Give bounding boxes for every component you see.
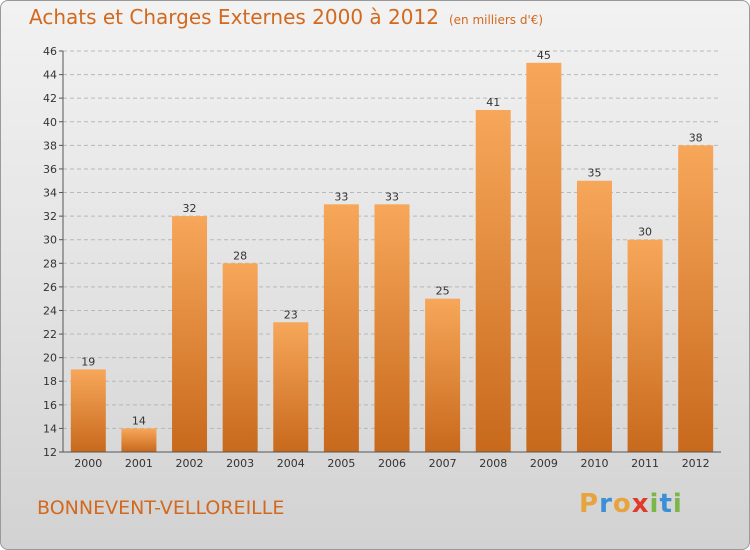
y-tick-label: 18 (43, 375, 57, 388)
value-label-2005: 33 (334, 190, 348, 203)
value-label-2012: 38 (689, 131, 703, 144)
y-tick-label: 40 (43, 116, 57, 129)
bar-2003 (222, 263, 258, 452)
x-tick-label-2011: 2011 (631, 457, 659, 470)
y-tick-label: 20 (43, 352, 57, 365)
value-label-2006: 33 (385, 190, 399, 203)
bar-2001 (121, 428, 157, 452)
x-tick-label-2008: 2008 (479, 457, 507, 470)
bar-2011 (627, 239, 663, 452)
logo-letter: i (649, 489, 660, 519)
y-tick-label: 46 (43, 45, 57, 58)
x-tick-label-2000: 2000 (74, 457, 102, 470)
logo-letter: r (599, 489, 613, 519)
value-label-2010: 35 (587, 167, 601, 180)
y-tick-label: 28 (43, 257, 57, 270)
x-tick-label-2009: 2009 (530, 457, 558, 470)
chart-unit: (en milliers d'€) (448, 13, 544, 27)
bar-2002 (172, 216, 208, 452)
x-tick-label-2006: 2006 (378, 457, 406, 470)
logo-letter: t (659, 489, 673, 519)
bar-2010 (576, 180, 612, 452)
bar-2004 (273, 322, 309, 452)
y-tick-label: 30 (43, 234, 57, 247)
value-label-2003: 28 (233, 249, 247, 262)
y-tick-label: 24 (43, 304, 57, 317)
bars: 19 14 32 28 23 33 33 25 41 45 35 30 38 (70, 49, 714, 453)
bar-2008 (475, 109, 511, 453)
bar-2007 (425, 298, 461, 452)
bar-2006 (374, 204, 410, 452)
logo-letter: i (672, 489, 683, 519)
value-label-2002: 32 (183, 202, 197, 215)
bar-2005 (323, 204, 359, 452)
value-label-2009: 45 (537, 49, 551, 62)
bar-2009 (526, 62, 562, 452)
logo-letter: P (579, 489, 600, 519)
y-tick-label: 32 (43, 210, 57, 223)
x-tick-label-2007: 2007 (429, 457, 457, 470)
y-tick-label: 38 (43, 139, 57, 152)
y-tick-label: 12 (43, 446, 57, 459)
x-tick-label-2004: 2004 (277, 457, 305, 470)
value-label-2008: 41 (486, 96, 500, 109)
value-label-2007: 25 (436, 285, 450, 298)
y-tick-label: 34 (43, 187, 57, 200)
chart-title-text: Achats et Charges Externes 2000 à 2012 (29, 5, 439, 29)
x-tick-label-2003: 2003 (226, 457, 254, 470)
x-tick-label-2010: 2010 (580, 457, 608, 470)
value-label-2001: 14 (132, 414, 146, 427)
logo-letter: o (612, 489, 632, 519)
proxiti-logo: Proxiti (579, 489, 683, 519)
value-label-2000: 19 (81, 355, 95, 368)
y-tick-label: 16 (43, 399, 57, 412)
y-tick-label: 14 (43, 422, 57, 435)
value-label-2004: 23 (284, 308, 298, 321)
commune-name: BONNEVENT-VELLOREILLE (37, 497, 285, 519)
x-tick-label-2012: 2012 (682, 457, 710, 470)
x-tick-label-2005: 2005 (327, 457, 355, 470)
logo-letter: x (631, 489, 650, 519)
x-tick-label-2001: 2001 (125, 457, 153, 470)
value-label-2011: 30 (638, 226, 652, 239)
y-tick-label: 26 (43, 281, 57, 294)
axes: 12 14 16 18 20 22 24 26 28 30 32 34 36 38 40 42 44 46 2000… (43, 45, 721, 470)
bar-2012 (678, 145, 714, 452)
x-tick-label-2002: 2002 (176, 457, 204, 470)
y-tick-label: 22 (43, 328, 57, 341)
chart-title: Achats et Charges Externes 2000 à 2012 (e… (29, 5, 543, 29)
y-tick-label: 36 (43, 163, 57, 176)
y-tick-label: 44 (43, 69, 57, 82)
y-tick-label: 42 (43, 92, 57, 105)
bar-2000 (70, 369, 106, 452)
